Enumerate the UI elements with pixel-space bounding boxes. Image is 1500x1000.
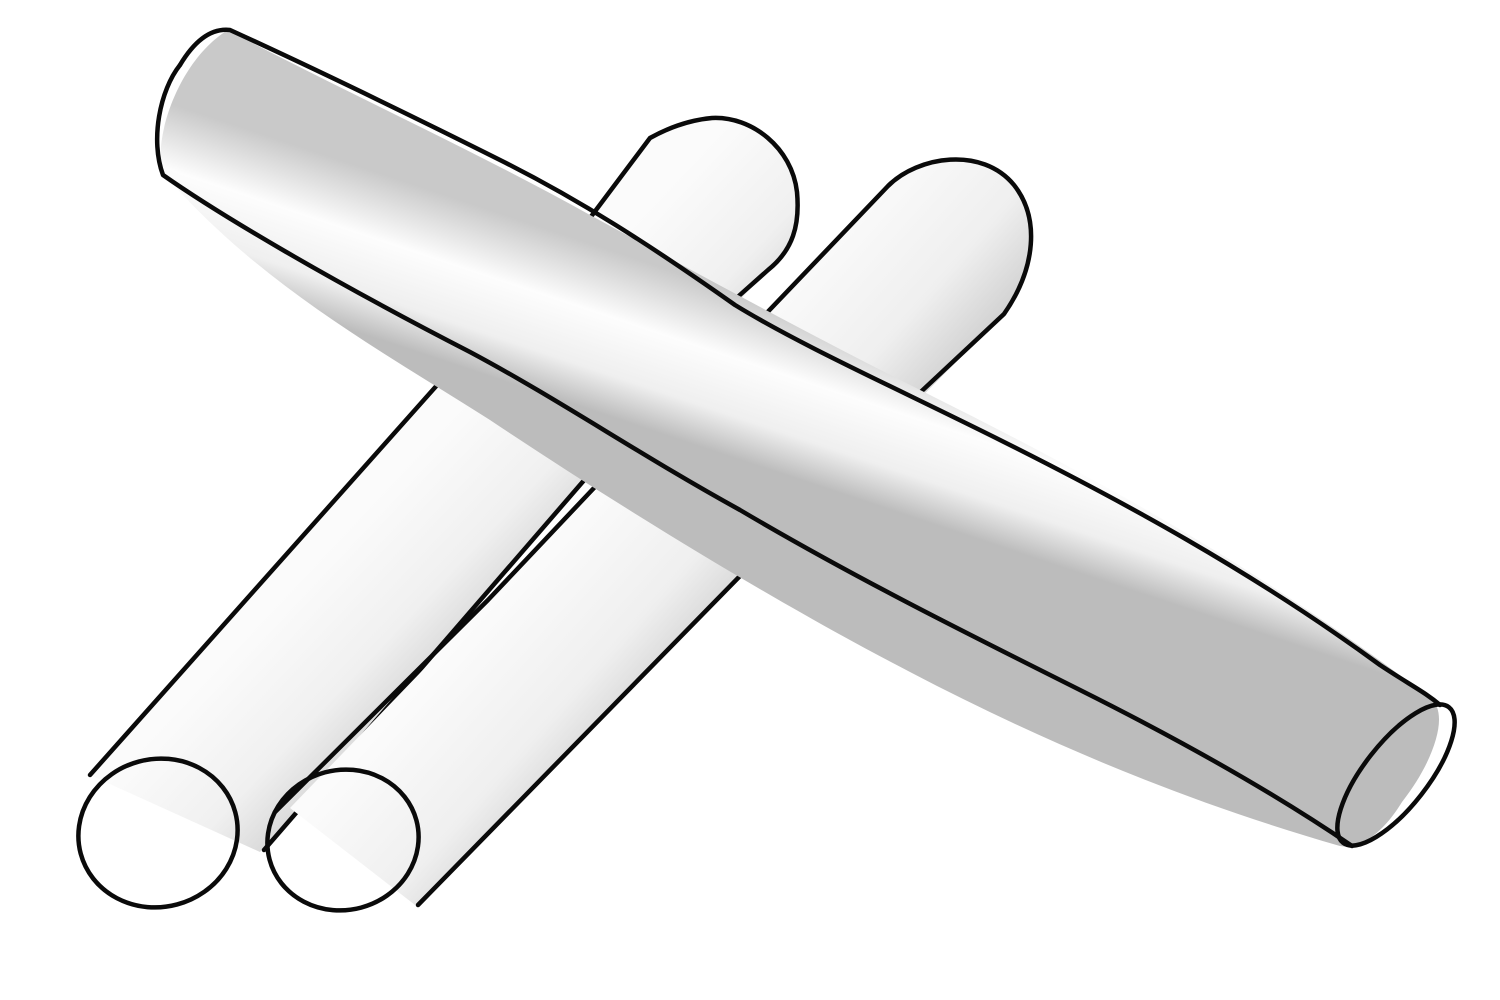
chalk-end-face-left [76,756,240,910]
chalk-end-face-right [265,767,421,913]
chalk-stick-middle [265,157,1034,913]
chalk-end-face-front [1335,702,1457,848]
chalk-stick-front [154,27,1457,849]
